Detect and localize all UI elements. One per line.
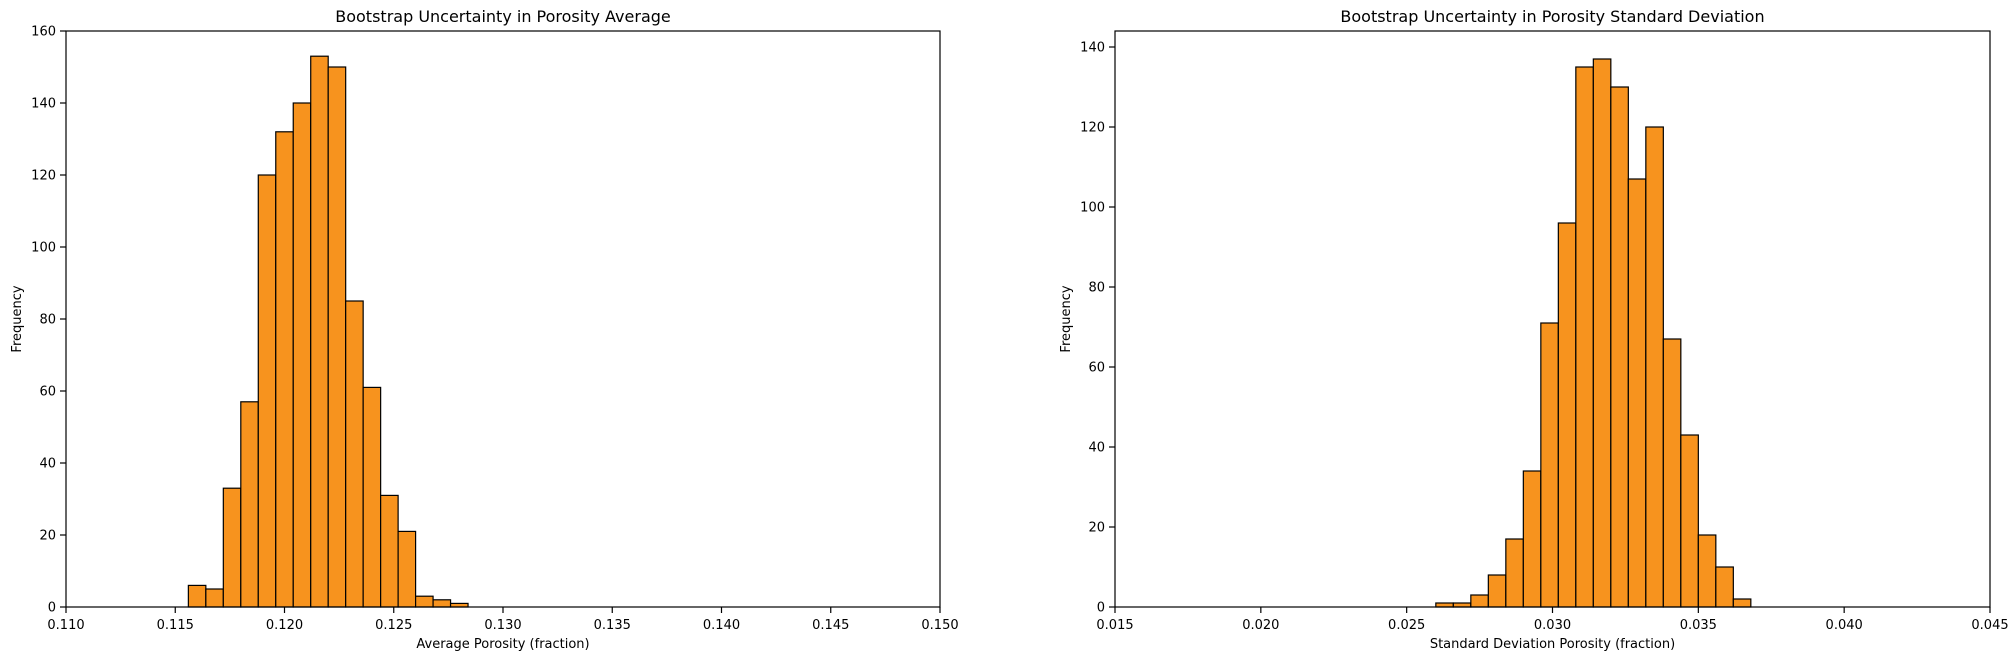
x-tick-label: 0.145 — [812, 618, 849, 633]
x-axis-ticks: 0.015 0.020 0.025 0.030 0.035 0.040 0.045 — [1096, 607, 2009, 633]
y-tick-label: 120 — [31, 169, 56, 184]
histogram-bar — [1592, 58, 1612, 608]
x-tick-label: 0.110 — [47, 618, 84, 633]
histogram-bar — [345, 300, 364, 608]
y-tick-label: 140 — [31, 97, 56, 112]
y-tick-label: 160 — [31, 25, 56, 40]
histogram-bar — [1680, 434, 1699, 608]
histogram-bar — [362, 386, 382, 608]
histogram-bar — [1575, 66, 1594, 608]
plot-frame — [65, 30, 941, 608]
x-tick-label: 0.035 — [1680, 618, 1717, 633]
histogram-bar — [275, 131, 294, 608]
x-tick-label: 0.115 — [157, 618, 194, 633]
histogram-bar — [187, 584, 207, 608]
y-tick-label: 60 — [39, 385, 56, 400]
y-tick-label: 80 — [1088, 281, 1105, 296]
y-axis-ticks: 0 20 40 60 80 100 120 140 160 — [31, 25, 66, 616]
histogram-bar — [432, 599, 452, 608]
y-tick-label: 20 — [39, 529, 56, 544]
y-tick-label: 120 — [1080, 121, 1105, 136]
x-tick-label: 0.150 — [921, 618, 958, 633]
histogram-bar — [1715, 566, 1734, 608]
chart-title: Bootstrap Uncertainty in Porosity Standa… — [1340, 7, 1764, 26]
histogram-bars — [1435, 58, 1752, 608]
histogram-bar — [222, 487, 242, 608]
y-tick-label: 40 — [1088, 441, 1105, 456]
histogram-bar — [1627, 178, 1647, 608]
histogram-bar — [1470, 594, 1489, 608]
x-tick-label: 0.040 — [1826, 618, 1863, 633]
x-tick-label: 0.130 — [484, 618, 521, 633]
y-tick-label: 20 — [1088, 521, 1105, 536]
histogram-bar — [380, 494, 399, 608]
histogram-bar — [240, 401, 259, 608]
y-axis-label: Frequency — [10, 285, 25, 352]
y-axis-label: Frequency — [1059, 285, 1074, 352]
histogram-bar — [257, 174, 277, 608]
x-tick-label: 0.140 — [703, 618, 740, 633]
histogram-bar — [1645, 126, 1664, 608]
x-axis-label: Standard Deviation Porosity (fraction) — [1430, 637, 1675, 652]
x-tick-label: 0.120 — [266, 618, 303, 633]
histogram-bar — [1557, 222, 1577, 608]
y-tick-label: 140 — [1080, 41, 1105, 56]
histogram-bars — [187, 55, 469, 608]
y-tick-label: 60 — [1088, 361, 1105, 376]
histogram-bar — [1522, 470, 1542, 608]
x-tick-label: 0.030 — [1534, 618, 1571, 633]
chart-stddev-porosity: 0.015 0.020 0.025 0.030 0.035 0.040 0.045 0 20 4… — [1059, 7, 2009, 652]
x-tick-label: 0.025 — [1388, 618, 1425, 633]
y-tick-label: 0 — [1097, 601, 1105, 616]
y-tick-label: 0 — [48, 601, 56, 616]
histogram-bar — [327, 66, 347, 608]
y-axis-ticks: 0 20 40 60 80 100 120 140 — [1080, 41, 1115, 616]
histogram-bar — [1662, 338, 1682, 608]
x-tick-label: 0.015 — [1096, 618, 1133, 633]
x-tick-label: 0.020 — [1242, 618, 1279, 633]
histogram-bar — [292, 102, 312, 608]
y-tick-label: 40 — [39, 457, 56, 472]
histogram-bar — [310, 55, 329, 608]
histogram-bar — [1610, 86, 1629, 608]
x-tick-label: 0.045 — [1971, 618, 2008, 633]
x-tick-label: 0.135 — [594, 618, 631, 633]
histogram-bar — [1540, 322, 1559, 608]
x-axis-ticks: 0.110 0.115 0.120 0.125 0.130 0.135 0.140 0.145… — [47, 607, 959, 633]
histogram-bar — [205, 588, 224, 608]
y-tick-label: 80 — [39, 313, 56, 328]
histogram-bar — [1487, 574, 1507, 608]
histogram-bar — [1505, 538, 1524, 608]
histogram-bar — [1697, 534, 1717, 608]
histogram-bar — [415, 595, 434, 608]
chart-average-porosity: 0.110 0.115 0.120 0.125 0.130 0.135 0.140 0.145… — [10, 7, 959, 652]
histogram-bar — [397, 530, 417, 608]
y-tick-label: 100 — [1080, 201, 1105, 216]
chart-title: Bootstrap Uncertainty in Porosity Averag… — [335, 7, 671, 26]
histogram-bar — [1732, 598, 1752, 608]
x-tick-label: 0.125 — [375, 618, 412, 633]
x-axis-label: Average Porosity (fraction) — [416, 637, 589, 652]
y-tick-label: 100 — [31, 241, 56, 256]
